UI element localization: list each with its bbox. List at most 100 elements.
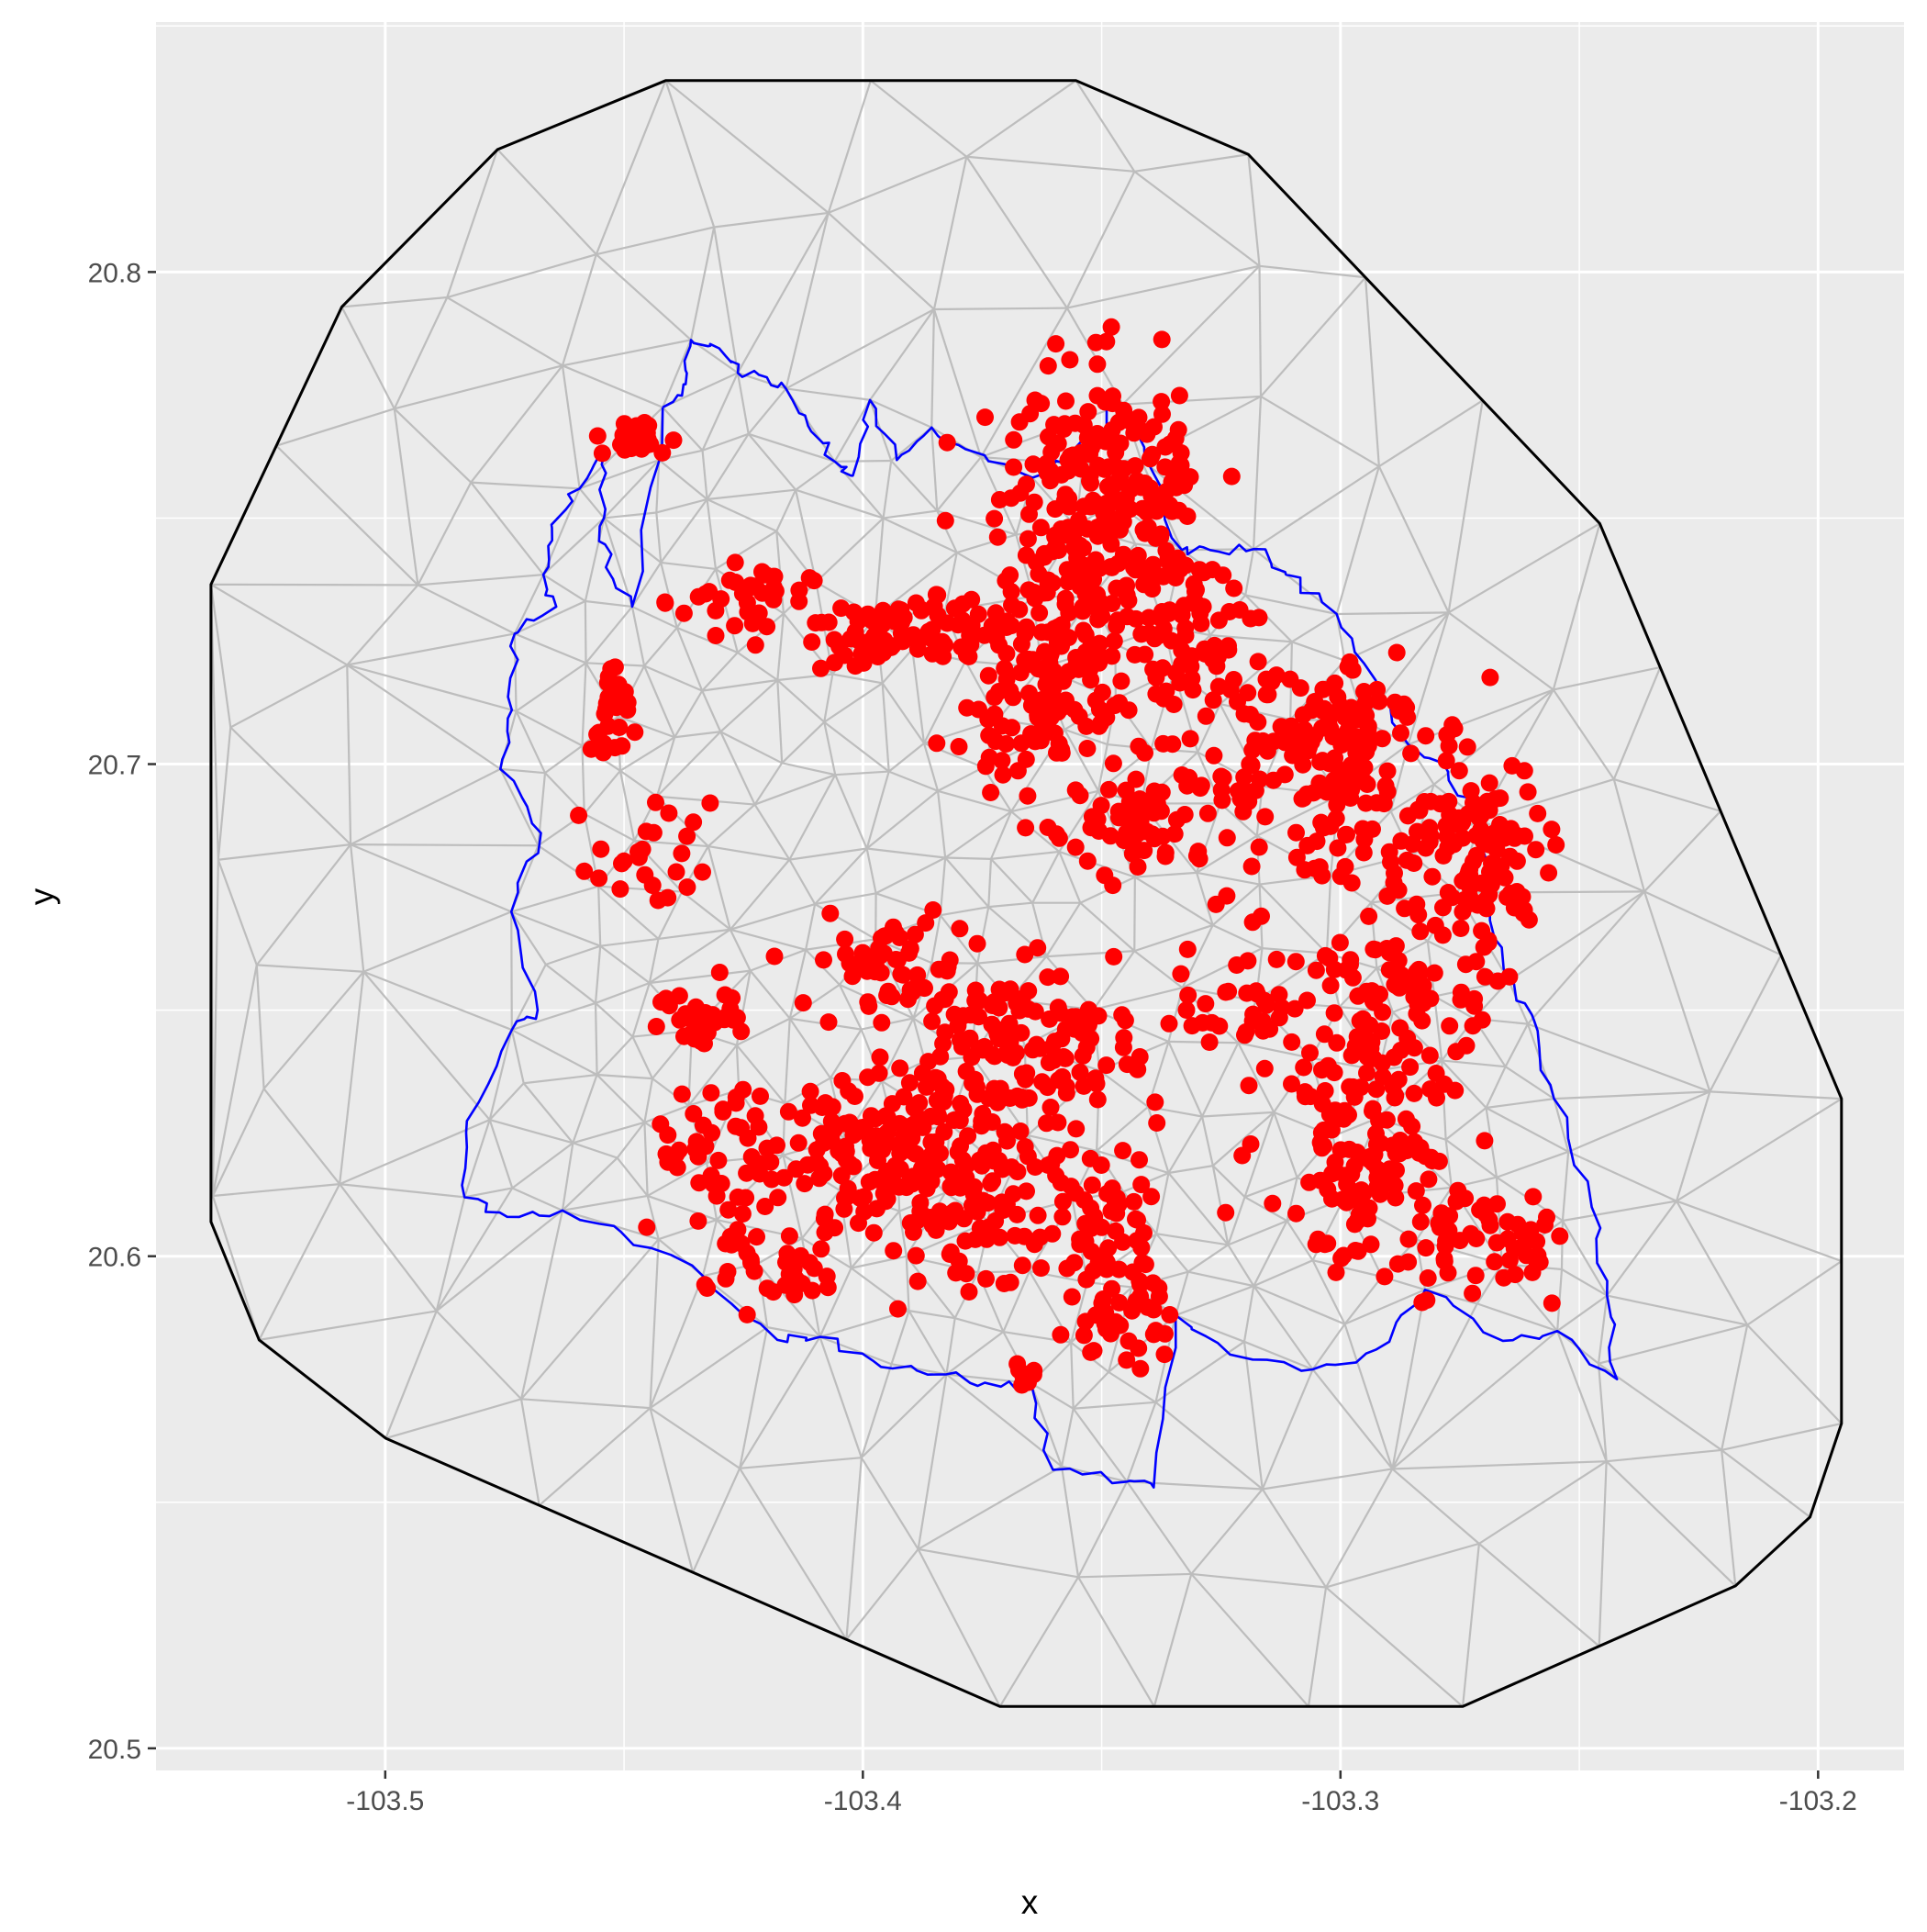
- data-point: [1154, 828, 1172, 845]
- data-point: [1167, 430, 1185, 447]
- data-point: [1344, 662, 1362, 679]
- data-point: [1258, 997, 1275, 1014]
- data-point: [896, 1137, 913, 1155]
- data-point: [1025, 455, 1042, 473]
- data-point: [711, 964, 729, 981]
- data-point: [610, 719, 628, 736]
- data-point: [1481, 669, 1498, 687]
- data-point: [1058, 1260, 1075, 1278]
- data-point: [701, 795, 718, 812]
- data-point: [1301, 1044, 1319, 1062]
- data-point: [684, 1010, 701, 1027]
- data-point: [1036, 643, 1053, 661]
- data-point: [1088, 355, 1106, 373]
- data-point: [980, 727, 997, 744]
- data-point: [1040, 428, 1057, 445]
- data-point: [1039, 968, 1056, 986]
- data-point: [1179, 508, 1197, 525]
- data-point: [685, 813, 702, 831]
- data-point: [1053, 638, 1070, 655]
- mesh-edge: [835, 461, 892, 462]
- data-point: [1249, 713, 1266, 731]
- data-point: [819, 1279, 837, 1296]
- data-point: [894, 632, 911, 650]
- data-point: [1089, 1091, 1107, 1109]
- data-point: [1104, 387, 1121, 405]
- data-point: [1089, 519, 1107, 536]
- data-point: [1283, 1076, 1300, 1093]
- data-point: [928, 586, 945, 603]
- mesh-edge: [934, 308, 1067, 309]
- data-point: [1125, 1193, 1142, 1211]
- data-point: [1105, 475, 1122, 493]
- mesh-edge: [351, 844, 538, 845]
- data-point: [799, 1156, 817, 1174]
- data-point: [945, 1111, 963, 1129]
- data-point: [1071, 1235, 1088, 1253]
- data-point: [1390, 881, 1408, 899]
- data-point: [976, 408, 994, 426]
- data-point: [1355, 683, 1373, 700]
- data-point: [1256, 1060, 1274, 1078]
- data-point: [1401, 1058, 1419, 1076]
- data-point: [946, 1006, 964, 1023]
- data-point: [1411, 922, 1429, 940]
- data-point: [1153, 393, 1170, 410]
- x-tick-label: -103.3: [1301, 1786, 1379, 1816]
- data-point: [1529, 1246, 1546, 1264]
- data-point: [726, 617, 743, 634]
- data-point: [1141, 624, 1158, 642]
- data-point: [708, 1188, 726, 1205]
- data-point: [860, 998, 877, 1015]
- data-point: [984, 1113, 1001, 1131]
- data-point: [1223, 468, 1241, 486]
- data-point: [1052, 1326, 1069, 1344]
- data-point: [1144, 1274, 1162, 1291]
- data-point: [1405, 854, 1422, 872]
- data-point: [817, 1223, 834, 1241]
- data-point: [1406, 1085, 1423, 1102]
- data-point: [1083, 1220, 1100, 1237]
- data-point: [999, 1046, 1017, 1064]
- data-point: [629, 843, 647, 861]
- data-point: [619, 694, 637, 711]
- data-point: [837, 1115, 854, 1133]
- data-point: [865, 1224, 883, 1242]
- y-axis: 20.520.620.720.8: [88, 258, 156, 1764]
- data-point: [1077, 718, 1095, 735]
- data-point: [1047, 335, 1064, 352]
- data-point: [1331, 698, 1349, 715]
- data-point: [867, 1127, 885, 1145]
- data-point: [1100, 781, 1118, 798]
- data-point: [977, 1270, 995, 1288]
- data-point: [990, 1030, 1008, 1047]
- data-point: [1102, 535, 1119, 553]
- data-point: [961, 1283, 978, 1301]
- data-point: [1135, 575, 1153, 593]
- data-point: [1208, 896, 1225, 913]
- data-point: [820, 614, 838, 631]
- data-point: [1017, 819, 1034, 836]
- data-point: [723, 1236, 741, 1254]
- data-point: [734, 1205, 752, 1223]
- data-point: [1032, 1259, 1050, 1277]
- data-point: [1212, 768, 1230, 786]
- data-point: [899, 990, 917, 1008]
- data-point: [931, 1145, 949, 1162]
- data-point: [1440, 1264, 1457, 1281]
- data-point: [1189, 843, 1207, 860]
- data-point: [1441, 1207, 1458, 1224]
- data-point: [1268, 951, 1286, 968]
- y-tick-label: 20.6: [88, 1243, 141, 1273]
- data-point: [965, 1178, 983, 1196]
- data-point: [1524, 1188, 1542, 1205]
- data-point: [1328, 1034, 1345, 1052]
- data-point: [1458, 1037, 1476, 1055]
- data-point: [1071, 537, 1088, 554]
- data-point: [1498, 888, 1516, 906]
- data-point: [1376, 1268, 1393, 1285]
- data-point: [1520, 783, 1537, 800]
- plot-panel: [156, 22, 1904, 1770]
- data-point: [698, 1279, 716, 1297]
- data-point: [1322, 977, 1340, 994]
